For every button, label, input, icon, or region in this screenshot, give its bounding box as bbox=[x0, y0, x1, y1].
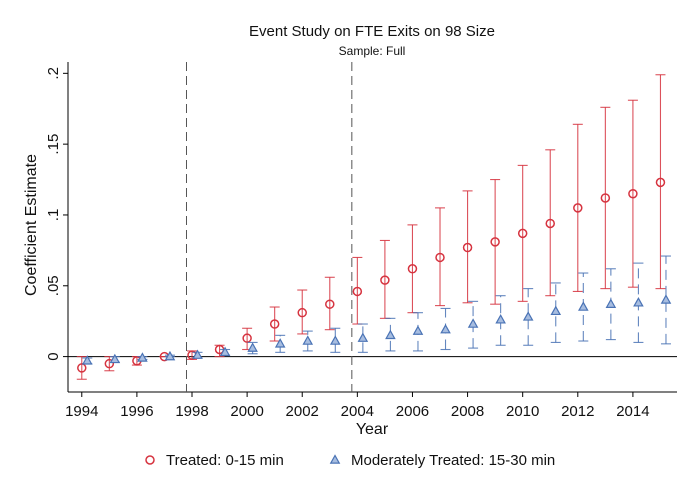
data-point-circle bbox=[297, 307, 307, 318]
data-point-triangle bbox=[412, 325, 424, 335]
data-point-triangle bbox=[81, 355, 93, 365]
data-point-triangle bbox=[109, 353, 121, 364]
x-tick-label: 2008 bbox=[451, 403, 484, 420]
data-point-triangle bbox=[660, 294, 672, 304]
x-tick-label: 2014 bbox=[616, 403, 649, 420]
legend-marker-circle bbox=[145, 455, 155, 465]
x-tick-label: 2004 bbox=[341, 403, 374, 420]
data-point-triangle bbox=[605, 298, 617, 308]
x-tick-label: 2002 bbox=[286, 403, 319, 420]
x-tick-label: 1994 bbox=[65, 403, 98, 420]
legend-label: Treated: 0-15 min bbox=[166, 452, 284, 469]
data-point-circle bbox=[545, 218, 555, 229]
data-point-circle bbox=[655, 177, 666, 188]
legend-marker-triangle bbox=[329, 454, 341, 464]
x-tick-label: 2000 bbox=[230, 403, 263, 420]
series-treated bbox=[76, 74, 666, 380]
legend: Treated: 0-15 min Moderately Treated: 15-… bbox=[145, 452, 555, 469]
data-point-circle bbox=[490, 237, 500, 247]
y-tick-label: .05 bbox=[45, 275, 62, 296]
x-tick-label: 1998 bbox=[175, 403, 208, 420]
data-point-triangle bbox=[219, 346, 231, 357]
data-point-circle bbox=[352, 286, 363, 297]
y-tick-label: .2 bbox=[45, 67, 62, 80]
data-point-circle bbox=[104, 358, 115, 369]
data-point-triangle bbox=[302, 335, 314, 345]
data-point-triangle bbox=[467, 318, 479, 328]
x-tick-label: 2006 bbox=[396, 403, 429, 420]
data-point-circle bbox=[573, 203, 583, 213]
data-point-triangle bbox=[550, 305, 562, 316]
data-point-triangle bbox=[385, 329, 396, 340]
data-point-triangle bbox=[164, 350, 176, 361]
data-point-triangle bbox=[137, 352, 148, 362]
plot-area: 0 .05 .1 .15 .2 1994 1996 1998 2000 2002 2004 2006 2… bbox=[45, 62, 677, 420]
data-point-triangle bbox=[357, 332, 369, 342]
data-point-circle bbox=[242, 333, 252, 343]
data-point-circle bbox=[407, 264, 418, 274]
data-point-triangle bbox=[247, 342, 258, 352]
x-tick-label: 1996 bbox=[120, 403, 153, 420]
data-point-triangle bbox=[274, 338, 286, 348]
data-point-circle bbox=[269, 319, 280, 329]
data-point-circle bbox=[517, 228, 528, 239]
data-point-circle bbox=[435, 252, 445, 263]
data-point-triangle bbox=[192, 349, 203, 359]
data-point-triangle bbox=[522, 311, 534, 321]
y-tick-label: .1 bbox=[45, 209, 62, 222]
y-tick-label: 0 bbox=[45, 352, 62, 360]
data-point-triangle bbox=[633, 297, 644, 307]
chart-title: Event Study on FTE Exits on 98 Size bbox=[249, 23, 495, 40]
data-point-circle bbox=[77, 363, 87, 373]
x-tick-label: 2010 bbox=[506, 403, 539, 420]
data-point-triangle bbox=[495, 314, 506, 324]
data-point-triangle bbox=[330, 335, 341, 345]
x-axis-title: Year bbox=[356, 421, 389, 438]
y-axis-title: Coefficient Estimate bbox=[23, 154, 40, 296]
data-point-circle bbox=[325, 299, 335, 309]
data-point-triangle bbox=[440, 323, 451, 334]
data-point-circle bbox=[600, 193, 611, 203]
series-moderately-treated bbox=[81, 255, 672, 365]
data-point-circle bbox=[462, 242, 473, 253]
data-point-circle bbox=[380, 275, 390, 285]
data-point-triangle bbox=[578, 301, 589, 311]
y-tick-label: .15 bbox=[45, 134, 62, 155]
legend-label: Moderately Treated: 15-30 min bbox=[351, 452, 555, 469]
chart-subtitle: Sample: Full bbox=[339, 44, 406, 58]
x-tick-label: 2012 bbox=[561, 403, 594, 420]
data-point-circle bbox=[628, 188, 638, 199]
